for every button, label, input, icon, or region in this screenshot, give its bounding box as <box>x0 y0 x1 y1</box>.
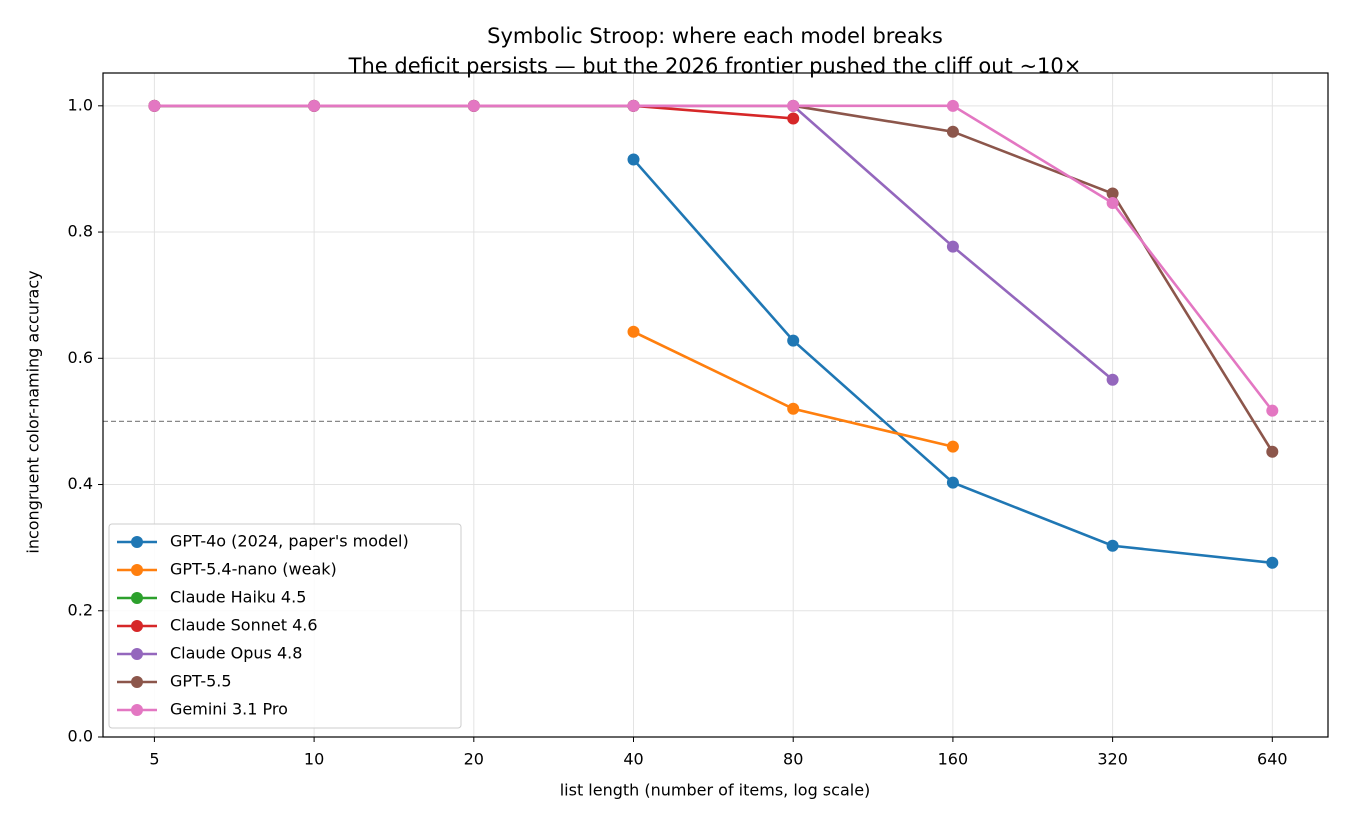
x-tick-label: 40 <box>623 750 643 769</box>
x-tick-label: 640 <box>1257 750 1288 769</box>
series-line <box>154 104 1274 453</box>
x-tick-label: 160 <box>938 750 969 769</box>
legend-label: Claude Opus 4.8 <box>170 644 302 663</box>
data-point <box>946 99 959 112</box>
data-point <box>946 240 959 253</box>
x-axis-label: list length (number of items, log scale) <box>560 781 871 800</box>
legend-marker <box>131 648 143 660</box>
data-point <box>1106 187 1119 200</box>
data-point <box>1266 445 1279 458</box>
legend-label: GPT-4o (2024, paper's model) <box>170 532 409 551</box>
data-point <box>787 99 800 112</box>
data-point <box>946 440 959 453</box>
x-tick-label: 10 <box>304 750 324 769</box>
data-point <box>627 99 640 112</box>
data-point <box>148 99 161 112</box>
x-tick-label: 5 <box>149 750 159 769</box>
data-point <box>787 112 800 125</box>
legend-marker <box>131 620 143 632</box>
chart-subtitle: The deficit persists — but the 2026 fron… <box>348 54 1082 78</box>
legend-label: GPT-5.5 <box>170 672 232 691</box>
y-axis-label: incongruent color-naming accuracy <box>24 270 43 553</box>
chart-title: Symbolic Stroop: where each model breaks <box>487 24 943 48</box>
data-point <box>946 476 959 489</box>
data-point <box>627 153 640 166</box>
y-tick-label: 0.0 <box>68 727 93 746</box>
data-point <box>946 125 959 138</box>
legend-label: Gemini 3.1 Pro <box>170 700 288 719</box>
y-tick-label: 0.2 <box>68 600 93 619</box>
legend-marker <box>131 704 143 716</box>
data-point <box>1266 404 1279 417</box>
data-point <box>1266 556 1279 569</box>
data-point <box>467 99 480 112</box>
data-point <box>308 99 321 112</box>
legend-label: GPT-5.4-nano (weak) <box>170 560 337 579</box>
legend-marker <box>131 536 143 548</box>
legend-marker <box>131 564 143 576</box>
data-point <box>1106 197 1119 210</box>
data-point <box>787 334 800 347</box>
legend-marker <box>131 592 143 604</box>
legend-label: Claude Haiku 4.5 <box>170 588 306 607</box>
y-tick-label: 0.4 <box>68 474 93 493</box>
x-tick-label: 320 <box>1097 750 1128 769</box>
data-point <box>627 325 640 338</box>
data-point <box>787 402 800 415</box>
y-tick-label: 0.6 <box>68 348 93 367</box>
series-line <box>154 104 1274 412</box>
x-tick-label: 20 <box>464 750 484 769</box>
plot-frame <box>102 72 1329 738</box>
legend-label: Claude Sonnet 4.6 <box>170 616 318 635</box>
legend-marker <box>131 676 143 688</box>
x-tick-label: 80 <box>783 750 803 769</box>
y-tick-label: 0.8 <box>68 222 93 241</box>
legend-box <box>108 523 462 729</box>
data-point <box>1106 539 1119 552</box>
data-point <box>1106 373 1119 386</box>
y-tick-label: 1.0 <box>68 95 93 114</box>
